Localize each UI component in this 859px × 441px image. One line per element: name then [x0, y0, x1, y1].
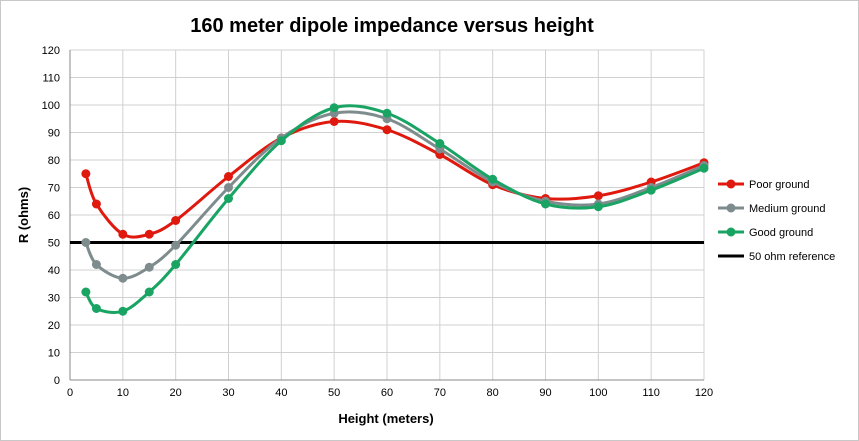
data-point-poor-ground — [118, 229, 128, 239]
data-point-medium-ground — [118, 273, 128, 283]
data-point-good-ground — [171, 260, 181, 269]
data-point-good-ground — [382, 108, 392, 118]
y-tick-label: 100 — [42, 100, 60, 112]
tick-labels: 0 10 20 30 40 50 60 70 80 90 100 110 120 0 10 20 30 40 50 6… — [42, 45, 714, 399]
legend: Poor ground Medium ground Good ground 50 oh… — [718, 179, 835, 263]
data-point-good-ground — [593, 202, 603, 212]
legend-label: Poor ground — [749, 179, 810, 191]
legend-label: Medium ground — [749, 203, 825, 215]
y-axis-label: R (ohms) — [16, 187, 31, 243]
data-point-poor-ground — [144, 229, 154, 239]
y-tick-label: 10 — [48, 348, 60, 360]
y-tick-label: 80 — [48, 155, 60, 167]
data-point-medium-ground — [224, 183, 233, 192]
x-tick-label: 20 — [170, 387, 182, 399]
data-point-good-ground — [646, 185, 656, 195]
x-tick-label: 100 — [589, 387, 607, 399]
data-point-good-ground — [541, 199, 550, 209]
grid — [69, 49, 705, 381]
legend-item-good-ground: Good ground — [718, 227, 813, 239]
data-point-poor-ground — [224, 172, 233, 181]
y-tick-label: 70 — [48, 183, 60, 195]
y-tick-label: 110 — [42, 73, 60, 85]
data-point-poor-ground — [382, 125, 392, 135]
y-tick-label: 30 — [48, 293, 60, 305]
legend-label: 50 ohm reference — [749, 251, 835, 263]
x-tick-label: 10 — [117, 387, 129, 399]
legend-swatch-marker — [726, 227, 736, 237]
x-tick-label: 80 — [487, 387, 499, 399]
x-tick-label: 40 — [275, 387, 287, 399]
axes — [69, 50, 704, 381]
data-point-poor-ground — [329, 117, 339, 126]
data-point-good-ground — [118, 306, 128, 316]
series-group — [81, 103, 709, 316]
x-tick-label: 110 — [642, 387, 660, 399]
data-point-good-ground — [224, 194, 233, 203]
legend-swatch-marker — [726, 179, 736, 189]
data-point-good-ground — [81, 287, 91, 297]
y-tick-label: 50 — [48, 238, 60, 250]
legend-swatch-marker — [726, 203, 736, 213]
data-point-medium-ground — [171, 240, 181, 250]
x-tick-label: 70 — [434, 387, 446, 399]
y-tick-label: 0 — [54, 375, 60, 387]
series-good-ground — [81, 103, 709, 316]
data-point-good-ground — [329, 103, 339, 113]
y-tick-label: 40 — [48, 265, 60, 277]
x-tick-label: 60 — [381, 387, 393, 399]
data-point-good-ground — [435, 139, 445, 148]
x-tick-label: 90 — [539, 387, 551, 399]
y-tick-label: 120 — [42, 45, 60, 57]
legend-item-poor-ground: Poor ground — [718, 179, 810, 191]
x-tick-label: 120 — [695, 387, 713, 399]
x-tick-label: 50 — [328, 387, 340, 399]
x-tick-label: 30 — [222, 387, 234, 399]
data-point-good-ground — [699, 163, 709, 173]
data-point-good-ground — [91, 304, 101, 313]
data-point-good-ground — [488, 174, 498, 184]
legend-item-50-ohm-reference: 50 ohm reference — [718, 251, 835, 263]
legend-item-medium-ground: Medium ground — [718, 203, 825, 215]
data-point-medium-ground — [91, 260, 101, 269]
data-point-good-ground — [276, 136, 286, 146]
x-axis-label: Height (meters) — [338, 411, 433, 426]
x-tick-label: 0 — [67, 387, 73, 399]
y-tick-label: 90 — [48, 128, 60, 140]
data-point-poor-ground — [171, 216, 181, 225]
data-point-poor-ground — [593, 191, 603, 201]
data-point-poor-ground — [91, 199, 101, 209]
data-point-good-ground — [144, 287, 154, 297]
data-point-medium-ground — [81, 238, 91, 247]
data-point-medium-ground — [144, 262, 154, 272]
y-tick-label: 20 — [48, 320, 60, 332]
data-point-poor-ground — [81, 169, 91, 179]
series-line-medium-ground — [84, 110, 705, 280]
chart-title: 160 meter dipole impedance versus height — [190, 15, 594, 37]
y-tick-label: 60 — [48, 210, 60, 222]
series-line-good-ground — [84, 104, 705, 314]
legend-label: Good ground — [749, 227, 813, 239]
